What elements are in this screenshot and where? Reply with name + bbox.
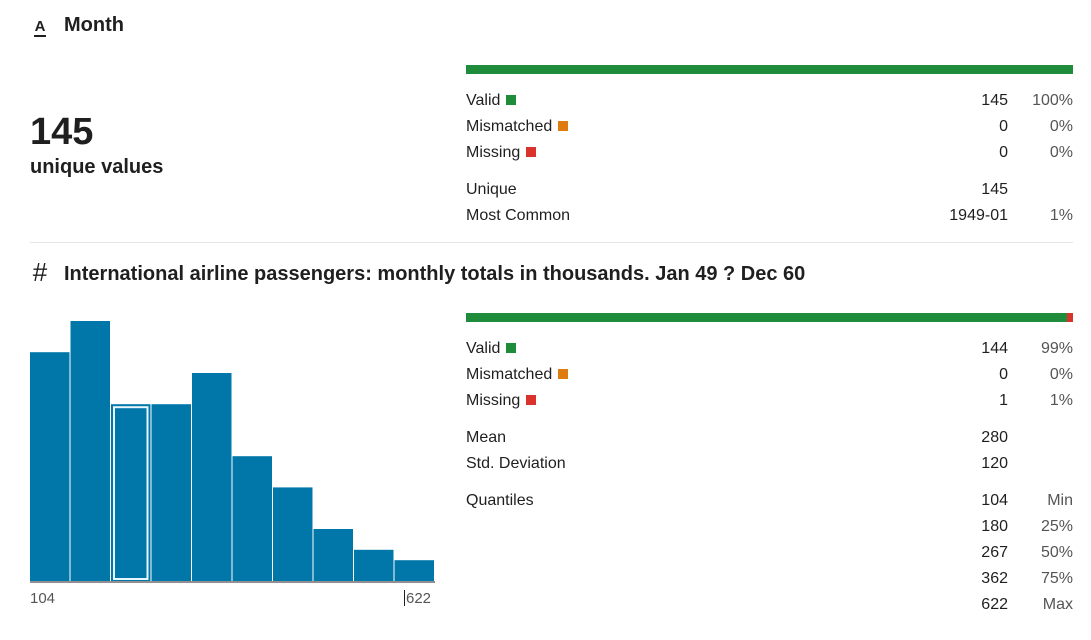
- mean-label: Mean: [466, 429, 507, 446]
- unique-summary: 145 unique values: [30, 110, 163, 180]
- mismatched-label: Mismatched: [466, 118, 553, 135]
- valid-row: Valid 145 100%: [466, 88, 1073, 114]
- missing-value: 1: [999, 392, 1008, 409]
- mean-value: 280: [981, 429, 1008, 446]
- quantile-max-row: 622 Max: [466, 592, 1073, 618]
- data-quality-bar: [466, 313, 1073, 322]
- text-type-icon: A: [33, 18, 47, 37]
- mismatched-swatch: [558, 121, 569, 131]
- std-value: 120: [981, 455, 1008, 472]
- unique-count: 145: [30, 111, 94, 153]
- histogram-max-label: 622: [404, 590, 431, 607]
- unique-row-value: 145: [981, 181, 1008, 198]
- histogram-bar[interactable]: [273, 487, 313, 581]
- histogram-bar[interactable]: [313, 529, 354, 581]
- quantile-75-value: 362: [981, 570, 1008, 587]
- missing-value: 0: [999, 144, 1008, 161]
- column-header-month: A Month: [30, 14, 124, 37]
- quantile-25-value: 180: [981, 518, 1008, 535]
- std-row: Std. Deviation 120: [466, 451, 1073, 477]
- histogram-bar[interactable]: [151, 404, 192, 581]
- valid-segment: [466, 313, 1067, 322]
- histogram-bar[interactable]: [394, 560, 435, 581]
- missing-swatch: [526, 395, 537, 405]
- std-label: Std. Deviation: [466, 455, 566, 472]
- most-common-pct: 1%: [1049, 207, 1073, 224]
- histogram-bar[interactable]: [111, 404, 151, 581]
- missing-pct: 1%: [1049, 392, 1073, 409]
- quantile-50-row: 267 50%: [466, 540, 1073, 566]
- missing-label: Missing: [466, 144, 521, 161]
- histogram-bar[interactable]: [354, 549, 394, 581]
- column-name: International airline passengers: monthl…: [64, 263, 806, 285]
- valid-label: Valid: [466, 340, 501, 357]
- missing-label: Missing: [466, 392, 521, 409]
- quantile-25-row: 180 25%: [466, 514, 1073, 540]
- histogram-chart: [30, 321, 435, 583]
- column-name: Month: [64, 14, 124, 36]
- numeric-type-icon: #: [32, 257, 48, 287]
- histogram-bar-hover-outline: [113, 406, 149, 580]
- missing-pct: 0%: [1049, 144, 1073, 161]
- valid-swatch: [506, 343, 517, 353]
- mismatched-value: 0: [999, 118, 1008, 135]
- mismatched-value: 0: [999, 366, 1008, 383]
- valid-pct: 100%: [1032, 92, 1073, 109]
- valid-label: Valid: [466, 92, 501, 109]
- histogram-bar[interactable]: [70, 321, 111, 581]
- quantile-25-label: 25%: [1040, 518, 1073, 535]
- column2-stats: Valid 144 99% Mismatched 0 0% Missing 1 …: [466, 313, 1073, 618]
- histogram-bar[interactable]: [232, 456, 273, 581]
- unique-row: Unique 145: [466, 177, 1073, 203]
- unique-row-label: Unique: [466, 181, 517, 198]
- cursor-marker: [404, 590, 405, 606]
- valid-swatch: [506, 95, 517, 105]
- data-quality-bar: [466, 65, 1073, 74]
- mismatched-label: Mismatched: [466, 366, 553, 383]
- valid-segment: [466, 65, 1073, 74]
- mismatched-row: Mismatched 0 0%: [466, 114, 1073, 140]
- mismatched-swatch: [558, 369, 569, 379]
- quantile-max-value: 622: [981, 596, 1008, 613]
- histogram[interactable]: [30, 310, 435, 583]
- histogram-min-label: 104: [30, 590, 56, 607]
- quantiles-label: Quantiles: [466, 492, 534, 509]
- quantile-min-value: 104: [981, 492, 1008, 509]
- quantile-50-value: 267: [981, 544, 1008, 561]
- missing-row: Missing 0 0%: [466, 140, 1073, 166]
- column-divider: [30, 242, 1073, 243]
- mean-row: Mean 280: [466, 425, 1073, 451]
- mismatched-row: Mismatched 0 0%: [466, 362, 1073, 388]
- valid-row: Valid 144 99%: [466, 336, 1073, 362]
- histogram-max-value: 622: [406, 590, 432, 607]
- most-common-value: 1949-01: [949, 207, 1008, 224]
- quantile-75-label: 75%: [1040, 570, 1073, 587]
- quantile-min-label: Min: [1047, 492, 1073, 509]
- quantile-min-row: Quantiles 104 Min: [466, 488, 1073, 514]
- mismatched-pct: 0%: [1049, 366, 1073, 383]
- quantile-50-label: 50%: [1040, 544, 1073, 561]
- mismatched-pct: 0%: [1049, 118, 1073, 135]
- unique-label: unique values: [30, 156, 164, 178]
- quantile-75-row: 362 75%: [466, 566, 1073, 592]
- most-common-label: Most Common: [466, 207, 571, 224]
- quantile-max-label: Max: [1042, 596, 1073, 613]
- valid-value: 144: [981, 340, 1008, 357]
- histogram-bar[interactable]: [30, 352, 70, 581]
- missing-segment: [1066, 313, 1073, 322]
- valid-value: 145: [981, 92, 1008, 109]
- histogram-bar[interactable]: [192, 373, 232, 581]
- most-common-row: Most Common 1949-01 1%: [466, 203, 1073, 229]
- valid-pct: 99%: [1040, 340, 1073, 357]
- column1-stats: Valid 145 100% Mismatched 0 0% Missing 0…: [466, 65, 1073, 229]
- column-header-passengers: # International airline passengers: mont…: [30, 257, 806, 287]
- missing-swatch: [526, 147, 537, 157]
- missing-row: Missing 1 1%: [466, 388, 1073, 414]
